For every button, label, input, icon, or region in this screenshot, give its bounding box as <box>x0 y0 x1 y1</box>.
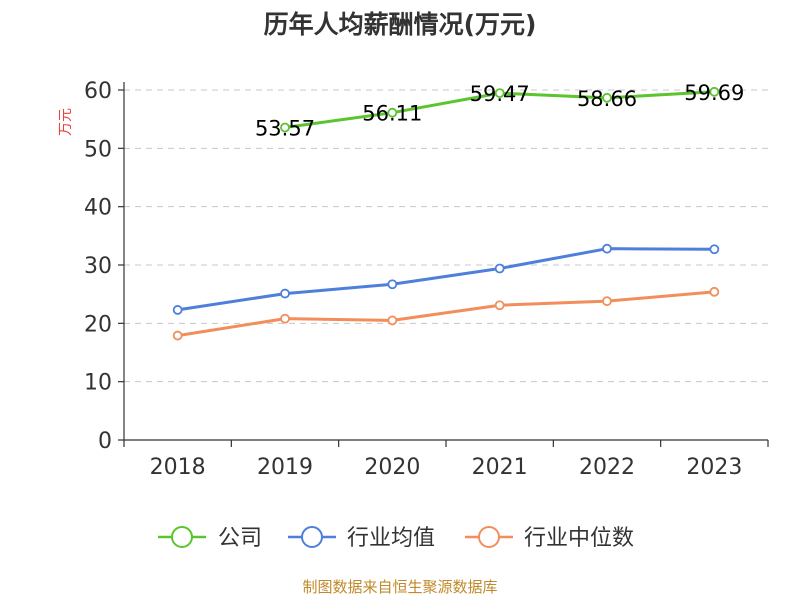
data-point-行业均值-2023 <box>709 244 720 255</box>
legend: 公司 行业均值 行业中位数 <box>158 526 634 551</box>
legend-label-行业均值: 行业均值 <box>347 526 435 551</box>
data-point-行业中位数-2020 <box>387 315 398 326</box>
data-label-公司-2019: 53.57 <box>255 117 315 141</box>
legend-marker-行业均值 <box>301 526 323 548</box>
data-labels: 53.57 56.11 59.47 58.66 59.69 <box>255 81 744 141</box>
data-point-行业均值-2019 <box>280 288 290 299</box>
data-label-公司-2023: 59.69 <box>684 81 744 105</box>
series-行业中位数 <box>172 286 720 341</box>
y-tick-label-50: 50 <box>84 137 112 162</box>
series <box>172 86 720 341</box>
data-point-行业中位数-2023 <box>709 286 720 297</box>
legend-label-公司: 公司 <box>218 526 262 551</box>
data-label-公司-2022: 58.66 <box>577 87 637 111</box>
y-tick-label-30: 30 <box>84 254 112 279</box>
x-tick-label-2022: 2022 <box>579 455 635 480</box>
legend-item-行业中位数: 行业中位数 <box>465 526 634 551</box>
data-point-行业中位数-2018 <box>172 330 183 341</box>
series-line-行业中位数 <box>177 290 715 338</box>
x-tick-label-2019: 2019 <box>257 455 313 480</box>
series-行业均值 <box>172 243 720 315</box>
chart-title: 历年人均薪酬情况(万元) <box>264 10 537 39</box>
y-axis-label: 万元 <box>58 108 74 136</box>
x-tick-label-2020: 2020 <box>364 455 420 480</box>
data-point-行业中位数-2021 <box>494 300 505 311</box>
grid <box>124 89 768 383</box>
legend-item-行业均值: 行业均值 <box>288 526 435 551</box>
legend-marker-行业中位数 <box>478 526 500 548</box>
legend-item-公司: 公司 <box>158 526 262 551</box>
series-line-行业均值 <box>177 247 715 312</box>
source-note: 制图数据来自恒生聚源数据库 <box>302 578 497 596</box>
data-point-公司-2020 <box>387 107 398 118</box>
y-tick-label-20: 20 <box>84 312 112 337</box>
data-point-公司-2019 <box>280 122 290 133</box>
data-point-公司-2021 <box>494 88 505 98</box>
data-point-公司-2023 <box>709 86 720 97</box>
legend-label-行业中位数: 行业中位数 <box>524 526 634 551</box>
y-tick-label-0: 0 <box>98 429 112 454</box>
data-point-行业均值-2022 <box>602 243 612 254</box>
x-tick-label-2018: 2018 <box>150 455 206 480</box>
data-point-行业均值-2018 <box>172 305 183 315</box>
x-tick-label-2023: 2023 <box>686 455 742 480</box>
data-point-行业均值-2021 <box>494 263 505 274</box>
data-label-公司-2020: 56.11 <box>362 102 422 126</box>
data-point-行业均值-2020 <box>387 279 398 290</box>
y-tick-label-10: 10 <box>84 371 112 396</box>
data-point-行业中位数-2022 <box>602 296 612 307</box>
y-tick-label-40: 40 <box>84 196 112 221</box>
data-point-行业中位数-2019 <box>280 313 290 324</box>
data-label-公司-2021: 59.47 <box>470 82 530 106</box>
y-tick-label-60: 60 <box>84 79 112 104</box>
legend-marker-公司 <box>171 526 193 548</box>
series-公司 <box>280 86 720 133</box>
axes: 0 10 20 30 40 50 60 2018 2019 2020 2021 2022 2023 <box>84 79 769 480</box>
x-tick-label-2021: 2021 <box>472 455 528 480</box>
data-point-公司-2022 <box>602 92 612 103</box>
